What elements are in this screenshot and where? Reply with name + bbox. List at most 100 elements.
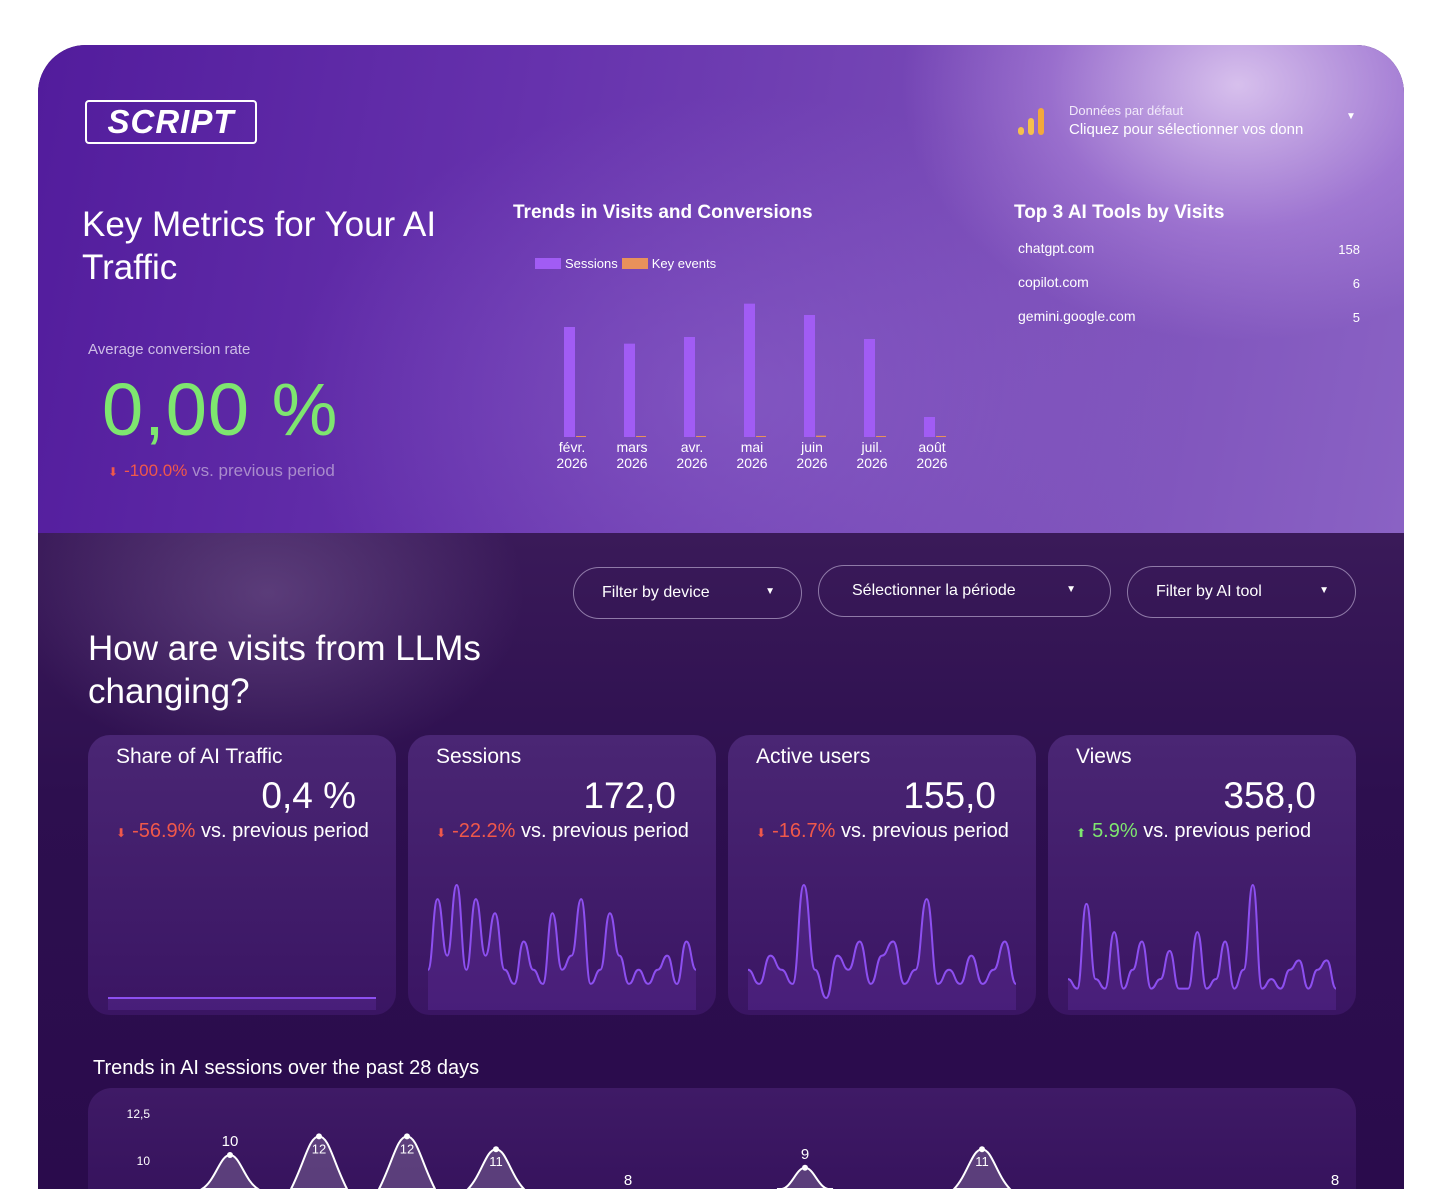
data-source-value[interactable]: Cliquez pour sélectionner vos donn xyxy=(1069,121,1304,138)
sessions28-chart: 12,5 10 10 12 12 11 8 9 11 8 xyxy=(127,1107,1339,1189)
x-tick-label: 2026 xyxy=(616,455,647,471)
delta-suffix: vs. previous period xyxy=(835,820,1009,842)
card-title: Sessions xyxy=(436,745,522,768)
tool-name: chatgpt.com xyxy=(1018,240,1095,256)
area-peak[interactable] xyxy=(200,1153,260,1189)
key-events-swatch xyxy=(621,258,648,269)
delta-value: -16.7% xyxy=(772,820,836,842)
data-point[interactable] xyxy=(802,1164,808,1171)
sessions-swatch xyxy=(535,258,561,269)
y-tick-label: 10 xyxy=(137,1154,151,1168)
x-tick-label: 2026 xyxy=(676,455,707,471)
sparkline-line xyxy=(1068,883,1336,990)
arrow-down-icon: ⬇ xyxy=(756,826,767,840)
data-label: 11 xyxy=(975,1154,989,1169)
delta-suffix: vs. previous period xyxy=(515,820,689,842)
tool-name: copilot.com xyxy=(1018,274,1089,290)
key-metrics-title: Key Metrics for Your AI Traffic xyxy=(82,205,437,287)
x-tick-label: 2026 xyxy=(916,455,947,471)
bar-key-events[interactable] xyxy=(756,436,766,437)
table-row[interactable]: gemini.google.com 5 xyxy=(1018,306,1360,340)
filter-period-label: Sélectionner la période xyxy=(852,582,1016,599)
bar-key-events[interactable] xyxy=(696,436,706,437)
chevron-down-icon: ▼ xyxy=(1319,585,1329,596)
data-source-selector[interactable]: Données par défaut Cliquez pour sélectio… xyxy=(1016,101,1356,145)
script-logo[interactable]: SCRIPT xyxy=(85,100,257,144)
delta-value: -22.2% xyxy=(452,820,516,842)
x-tick-label: août xyxy=(918,439,945,455)
bar-key-events[interactable] xyxy=(876,436,886,437)
x-tick-label: 2026 xyxy=(796,455,827,471)
avg-conversion-delta: ⬇ -100.0% vs. previous period xyxy=(108,461,335,481)
bar-sessions[interactable] xyxy=(624,343,635,437)
data-point[interactable] xyxy=(979,1146,985,1153)
bar-sessions[interactable] xyxy=(864,339,875,437)
filter-device-dropdown[interactable]: Filter by device ▼ xyxy=(573,567,802,619)
card-title: Active users xyxy=(756,745,871,768)
card-delta: ⬇ -16.7% vs. previous period xyxy=(756,820,1009,843)
x-tick-label: avr. xyxy=(681,439,704,455)
sparkline xyxy=(1068,883,1336,1010)
bar-key-events[interactable] xyxy=(576,436,586,437)
sparkline-area xyxy=(1068,885,1336,1010)
data-point[interactable] xyxy=(227,1152,233,1158)
arrow-down-icon: ⬇ xyxy=(116,826,127,840)
card-title: Share of AI Traffic xyxy=(116,745,283,768)
delta-value: -56.9% xyxy=(132,820,196,842)
card-value: 358,0 xyxy=(1223,775,1316,816)
card-delta: ⬇ -56.9% vs. previous period xyxy=(116,820,369,843)
filter-period-dropdown[interactable]: Sélectionner la période ▼ xyxy=(818,565,1111,617)
metric-card-views[interactable]: Views 358,0 ⬆ 5.9% vs. previous period xyxy=(1048,735,1356,1015)
bar-key-events[interactable] xyxy=(816,435,826,437)
y-tick-label: 12,5 xyxy=(127,1107,151,1121)
arrow-down-icon: ⬇ xyxy=(436,826,447,840)
data-label: 12 xyxy=(400,1141,414,1156)
bar-sessions[interactable] xyxy=(564,327,575,437)
tool-visits: 6 xyxy=(1352,276,1360,291)
tool-name: gemini.google.com xyxy=(1018,308,1136,324)
header-panel xyxy=(38,45,1404,533)
legend-key-events: Key events xyxy=(651,256,717,271)
dashboard-frame: SCRIPT Données par défaut Cliquez pour s… xyxy=(38,45,1404,1189)
x-tick-label: 2026 xyxy=(736,455,767,471)
arrow-down-icon: ⬇ xyxy=(108,465,119,479)
data-label: 10 xyxy=(222,1133,239,1150)
metric-card-sessions[interactable]: Sessions 172,0 ⬇ -22.2% vs. previous peri… xyxy=(408,735,716,1015)
top3-table: chatgpt.com 158 copilot.com 6 gemini.googl… xyxy=(1018,238,1360,340)
bar-sessions[interactable] xyxy=(744,303,755,437)
data-point[interactable] xyxy=(493,1146,499,1153)
trend-chart-title: Trends in Visits and Conversions xyxy=(513,202,813,223)
filter-device-label: Filter by device xyxy=(602,584,710,601)
table-row[interactable]: copilot.com 6 xyxy=(1018,272,1360,306)
delta-value: -100.0% xyxy=(124,461,188,480)
area-peak[interactable] xyxy=(777,1166,833,1189)
bar-key-events[interactable] xyxy=(936,436,946,437)
card-value: 172,0 xyxy=(583,775,676,816)
sparkline xyxy=(108,997,376,1010)
metric-card-share[interactable]: Share of AI Traffic 0,4 % ⬇ -56.9% vs. pr… xyxy=(88,735,396,1015)
arrow-up-icon: ⬆ xyxy=(1076,826,1087,840)
delta-suffix: vs. previous period xyxy=(195,820,369,842)
legend-sessions: Sessions xyxy=(565,256,618,271)
card-title: Views xyxy=(1076,745,1132,768)
data-source-label: Données par défaut xyxy=(1069,103,1184,118)
bar-sessions[interactable] xyxy=(804,315,815,437)
card-value: 0,4 % xyxy=(261,775,356,816)
trend-chart-legend[interactable]: Sessions Key events xyxy=(535,256,716,271)
tool-visits: 5 xyxy=(1352,310,1360,325)
bar-sessions[interactable] xyxy=(924,417,935,437)
x-tick-label: juin xyxy=(800,439,823,455)
sparkline xyxy=(748,883,1016,1010)
x-tick-label: 2026 xyxy=(856,455,887,471)
data-point[interactable] xyxy=(404,1133,410,1140)
metric-card-active-users[interactable]: Active users 155,0 ⬇ -16.7% vs. previous … xyxy=(728,735,1036,1015)
chevron-down-icon[interactable]: ▼ xyxy=(1346,111,1356,122)
filter-ai-tool-dropdown[interactable]: Filter by AI tool ▼ xyxy=(1127,566,1356,618)
table-row[interactable]: chatgpt.com 158 xyxy=(1018,238,1360,272)
bar-key-events[interactable] xyxy=(636,436,646,437)
sparkline xyxy=(428,883,696,1010)
bar-sessions[interactable] xyxy=(684,337,695,437)
x-tick-label: 2026 xyxy=(556,455,587,471)
trend-bar-chart: févr.2026mars2026avr.2026mai2026juin2026… xyxy=(556,303,948,471)
data-point[interactable] xyxy=(316,1133,322,1140)
